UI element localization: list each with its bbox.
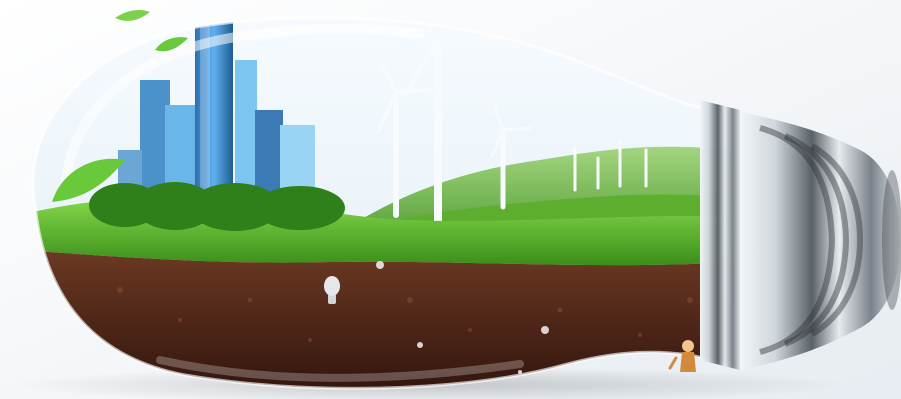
sparkles bbox=[376, 261, 549, 374]
small-figure bbox=[668, 340, 696, 372]
screw-base bbox=[700, 100, 901, 370]
wind-turbines bbox=[376, 17, 648, 230]
base-neck bbox=[700, 100, 740, 370]
base-cap bbox=[882, 170, 901, 310]
glass-highlight-lower bbox=[156, 356, 524, 382]
leaf bbox=[52, 158, 125, 202]
shrub bbox=[255, 186, 345, 230]
turbine-blade bbox=[376, 90, 398, 134]
turbine-blade bbox=[493, 106, 505, 132]
turbine-blade bbox=[394, 88, 442, 94]
city-skyline bbox=[118, 20, 315, 200]
turbine-blade bbox=[501, 126, 532, 132]
building-highlight bbox=[200, 20, 210, 200]
soil-layer bbox=[33, 250, 735, 389]
glass-highlight bbox=[60, 24, 425, 195]
shrub bbox=[135, 182, 215, 230]
leaf bbox=[155, 37, 188, 52]
turbine-blade bbox=[490, 128, 505, 158]
thread-lines bbox=[759, 125, 864, 355]
turbine-blade bbox=[405, 37, 441, 93]
building bbox=[195, 20, 233, 200]
leaves bbox=[52, 10, 188, 202]
turbine-blade bbox=[380, 63, 398, 94]
building bbox=[255, 110, 283, 200]
bulb-interior bbox=[33, 17, 735, 389]
turbine-blade bbox=[435, 35, 508, 43]
leaf bbox=[115, 10, 150, 21]
shrub bbox=[190, 183, 280, 231]
base-threads bbox=[740, 112, 900, 370]
shrubs bbox=[89, 182, 345, 231]
soil-speckles bbox=[117, 287, 693, 342]
building bbox=[235, 60, 257, 200]
small-bulb bbox=[324, 276, 340, 304]
